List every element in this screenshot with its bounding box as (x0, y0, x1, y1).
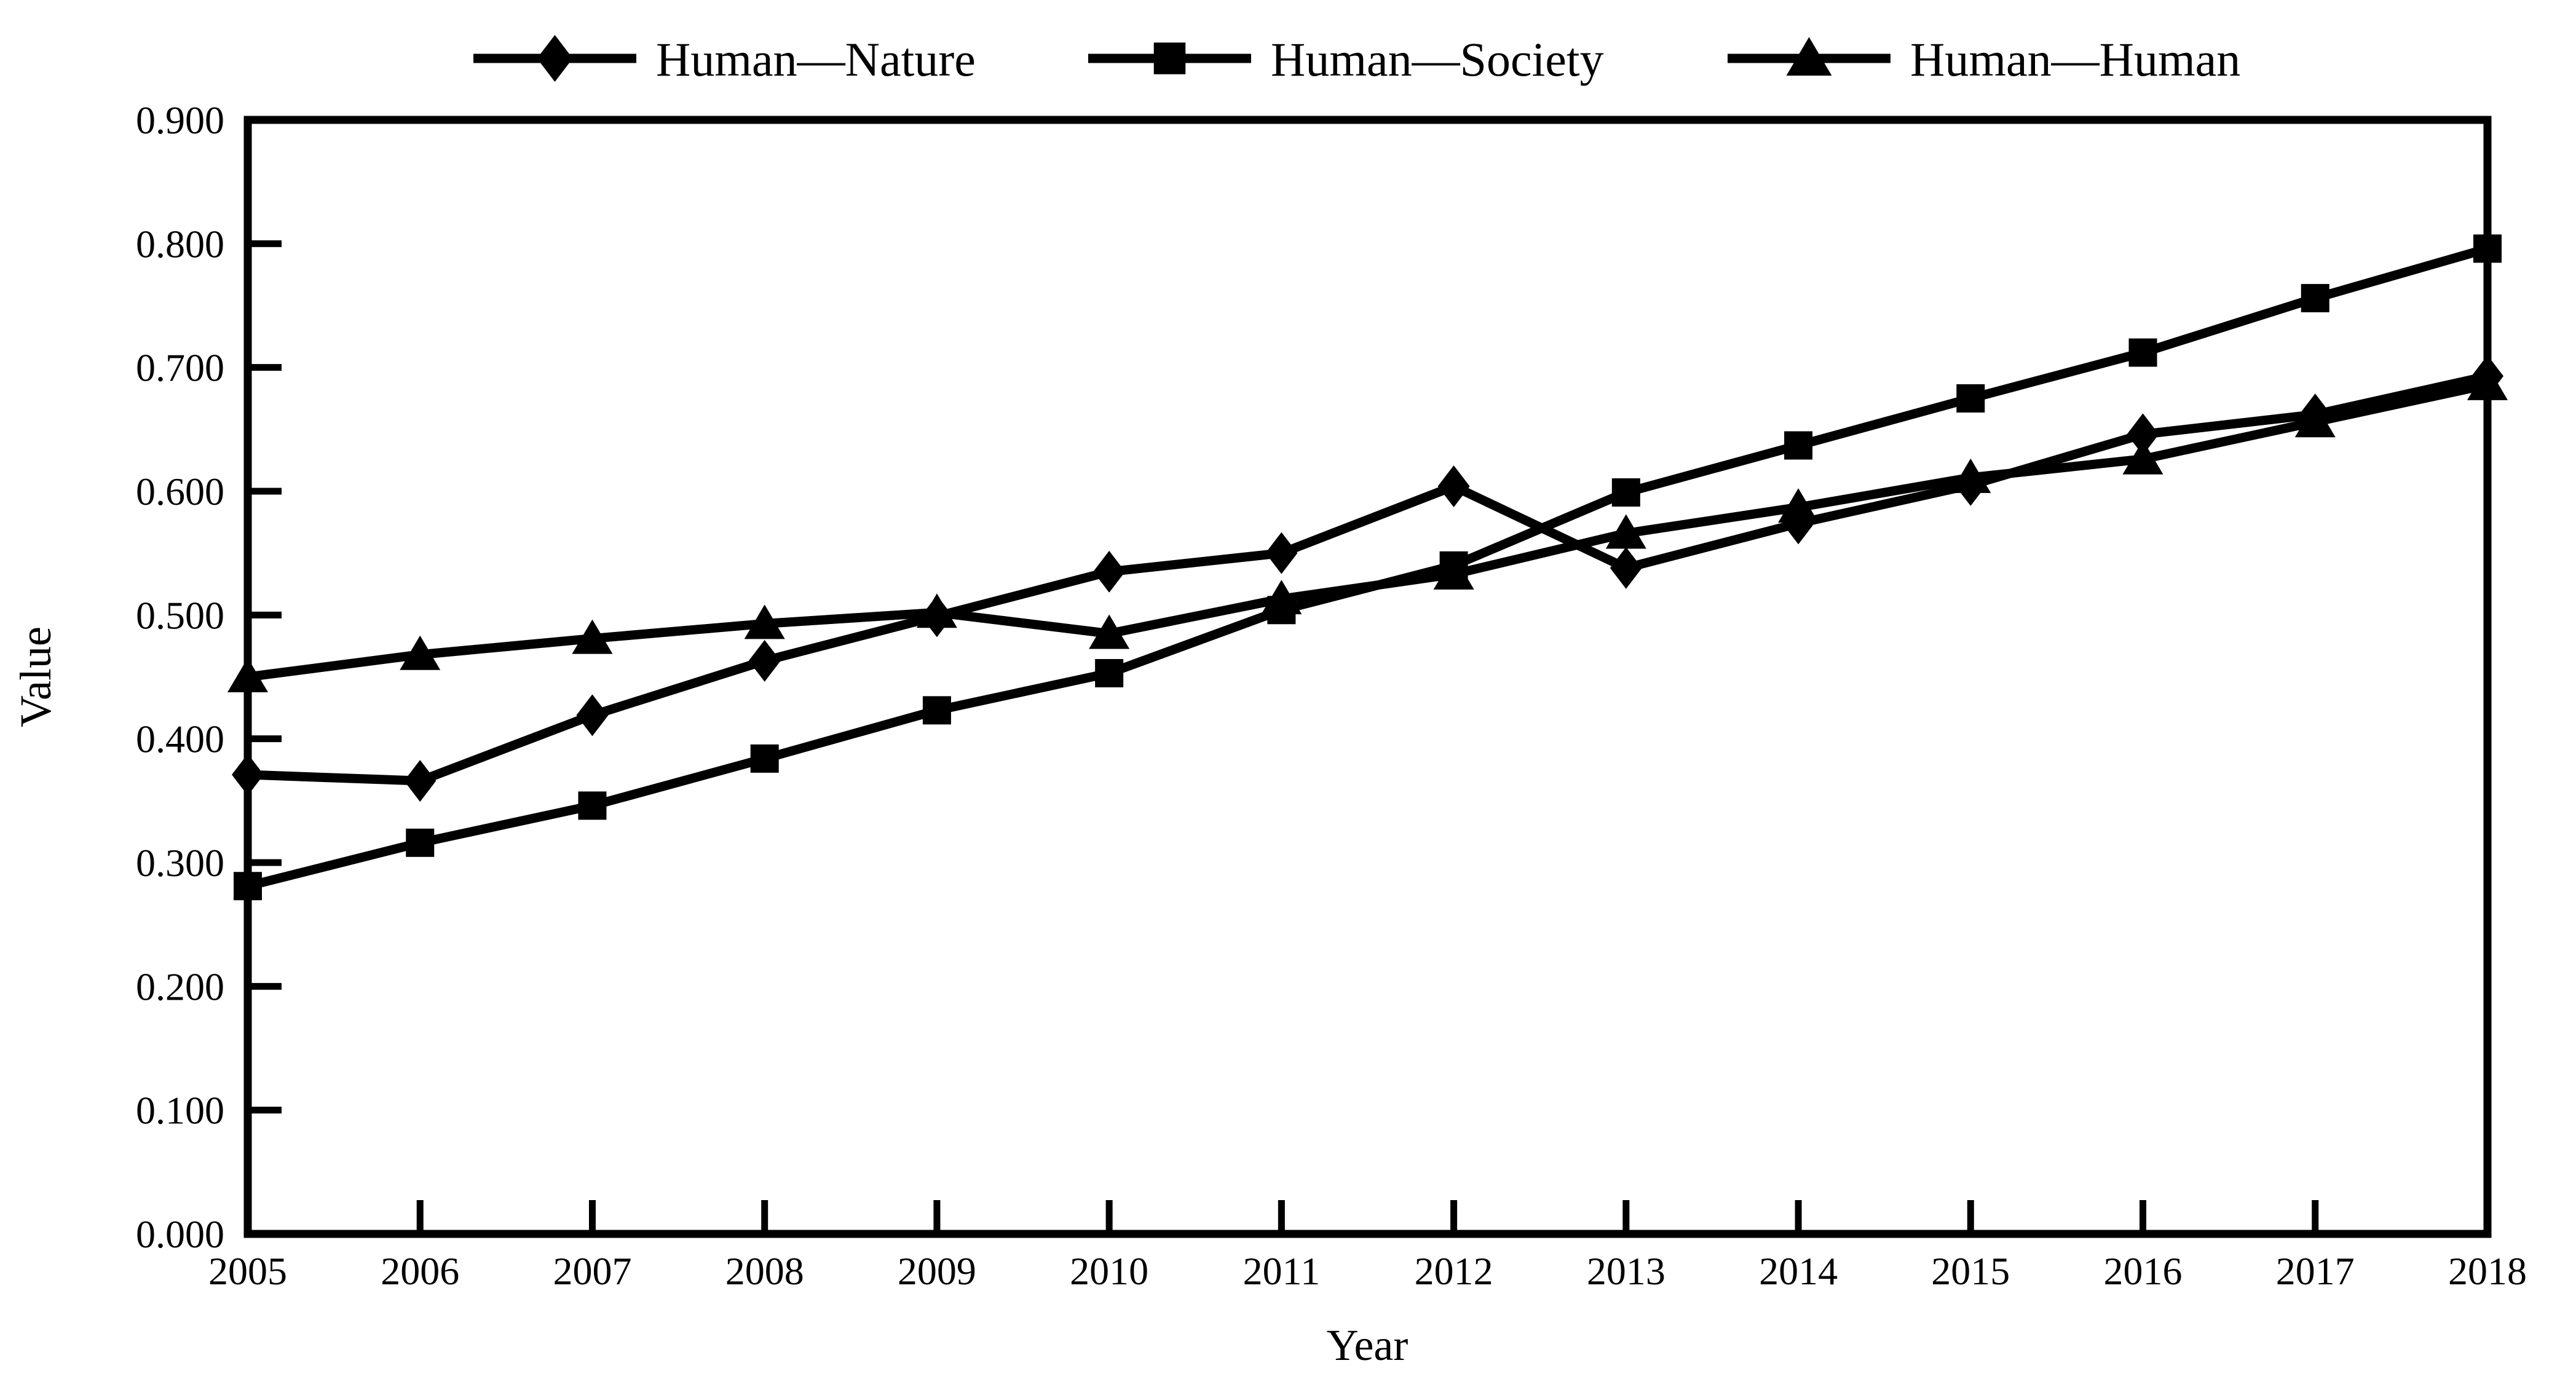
data-point-diamond (1093, 550, 1126, 593)
data-point-triangle (744, 604, 785, 639)
legend-label: Human—Society (1271, 33, 1604, 86)
legend-marker-square (1153, 42, 1186, 74)
data-point-diamond (404, 760, 437, 802)
y-tick-label: 0.900 (136, 98, 224, 142)
data-point-diamond (748, 639, 781, 682)
x-tick-label: 2011 (1243, 1249, 1321, 1293)
plot-border (243, 116, 2492, 1238)
x-tick-label: 2014 (1759, 1249, 1838, 1293)
series-line-triangle (247, 380, 2489, 682)
y-tick-label: 0.300 (136, 841, 224, 885)
y-tick-label: 0.400 (136, 717, 224, 761)
x-tick-label: 2006 (381, 1249, 459, 1293)
x-tick-label: 2005 (208, 1249, 287, 1293)
data-point-triangle (1950, 458, 1991, 493)
x-tick-label: 2010 (1070, 1249, 1148, 1293)
data-point-triangle (1089, 614, 1130, 649)
legend-item-2: Human—Society (1088, 33, 1604, 86)
data-point-square (406, 828, 435, 857)
y-axis-title: Value (11, 626, 60, 727)
data-point-square (750, 744, 779, 773)
data-point-triangle (2122, 440, 2163, 475)
legend-marker-diamond (537, 34, 573, 82)
data-point-triangle (1605, 514, 1646, 549)
data-point-triangle (2467, 365, 2508, 400)
legend-item-1: Human—Nature (473, 33, 976, 86)
legend-label: Human—Human (1910, 33, 2240, 86)
y-tick-label: 0.600 (136, 470, 224, 513)
legend-label: Human—Nature (656, 33, 976, 86)
x-tick-label: 2009 (898, 1249, 976, 1293)
y-tick-label: 0.700 (136, 346, 224, 390)
x-tick-label: 2007 (553, 1249, 631, 1293)
data-point-square (2473, 234, 2502, 263)
data-point-triangle (1778, 488, 1819, 523)
x-tick-label: 2018 (2448, 1249, 2527, 1293)
data-point-square (922, 696, 951, 725)
data-point-triangle (1433, 555, 1474, 590)
y-tick-label: 0.800 (136, 222, 224, 266)
legend: Human—Nature Human—Society Human—Human (473, 33, 2240, 86)
x-tick-label: 2013 (1587, 1249, 1665, 1293)
x-axis-title: Year (1327, 1321, 1409, 1370)
data-point-diamond (1265, 532, 1298, 574)
legend-item-3: Human—Human (1728, 33, 2240, 86)
legend-marker-triangle (1786, 37, 1832, 76)
axes: 0.000 0.100 0.200 0.300 0.400 0.500 0.600 0.700… (136, 98, 2527, 1293)
data-point-triangle (572, 619, 613, 654)
data-point-square (1611, 478, 1640, 507)
x-tick-label: 2016 (2104, 1249, 2183, 1293)
y-tick-label: 0.500 (136, 593, 224, 637)
x-tick-label: 2015 (1931, 1249, 2010, 1293)
data-point-triangle (916, 593, 957, 628)
data-point-triangle (227, 658, 268, 692)
data-point-diamond (576, 694, 609, 737)
data-point-square (578, 791, 607, 820)
data-point-triangle (2294, 403, 2336, 438)
data-point-triangle (1261, 580, 1302, 615)
data-point-diamond (1437, 465, 1470, 507)
data-point-diamond (232, 754, 264, 796)
data-point-square (1956, 384, 1985, 413)
x-tick-label: 2012 (1415, 1249, 1493, 1293)
y-tick-label: 0.200 (136, 965, 224, 1008)
data-point-triangle (400, 635, 441, 670)
data-point-square (1095, 658, 1124, 687)
x-tick-label: 2008 (725, 1249, 804, 1293)
y-tick-label: 0.100 (136, 1089, 224, 1132)
series-line-diamond (247, 371, 2489, 786)
x-tick-label: 2017 (2276, 1249, 2355, 1293)
y-tick-label: 0.000 (136, 1212, 224, 1256)
data-point-square (234, 872, 262, 901)
data-point-diamond (2127, 413, 2159, 456)
series-lines (227, 234, 2508, 901)
data-point-square (1784, 431, 1813, 460)
data-point-square (2128, 338, 2157, 367)
data-point-square (2301, 283, 2329, 312)
data-point-diamond (1610, 547, 1642, 589)
